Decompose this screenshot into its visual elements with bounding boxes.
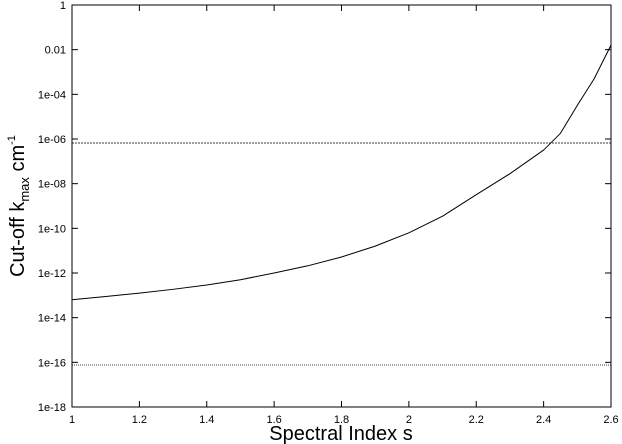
x-tick-label: 2.4: [536, 414, 551, 426]
y-label-sup: -1: [6, 135, 18, 145]
y-tick-label: 1e-16: [38, 357, 66, 369]
y-tick-label: 1e-04: [38, 89, 66, 101]
y-label-unit: cm: [7, 145, 29, 177]
y-tick-label: 1e-14: [38, 313, 66, 325]
y-tick-label: 0.01: [45, 45, 66, 57]
y-label-main: Cut-off k: [7, 201, 29, 277]
x-tick-label: 1.6: [266, 414, 281, 426]
x-tick-label: 1.4: [199, 414, 214, 426]
y-axis-label: Cut-off kmax cm-1: [6, 135, 32, 277]
y-tick-label: 1e-06: [38, 134, 66, 146]
x-tick-label: 1.2: [132, 414, 147, 426]
x-axis-label: Spectral Index s: [269, 423, 412, 444]
x-tick-label: 2.2: [469, 414, 484, 426]
x-tick-label: 1.8: [334, 414, 349, 426]
y-tick-label: 1: [60, 0, 66, 12]
x-tick-label: 1: [69, 414, 75, 426]
y-tick-label: 1e-12: [38, 268, 66, 280]
y-tick-label: 1e-08: [38, 179, 66, 191]
data-line: [71, 44, 612, 301]
x-tick-label: 2.6: [603, 414, 618, 426]
y-tick-label: 1e-10: [38, 223, 66, 235]
x-tick-label: 2: [406, 414, 412, 426]
y-tick-label: 1e-18: [38, 402, 66, 414]
y-label-sub: max: [17, 177, 32, 202]
plot-frame: [71, 4, 612, 408]
